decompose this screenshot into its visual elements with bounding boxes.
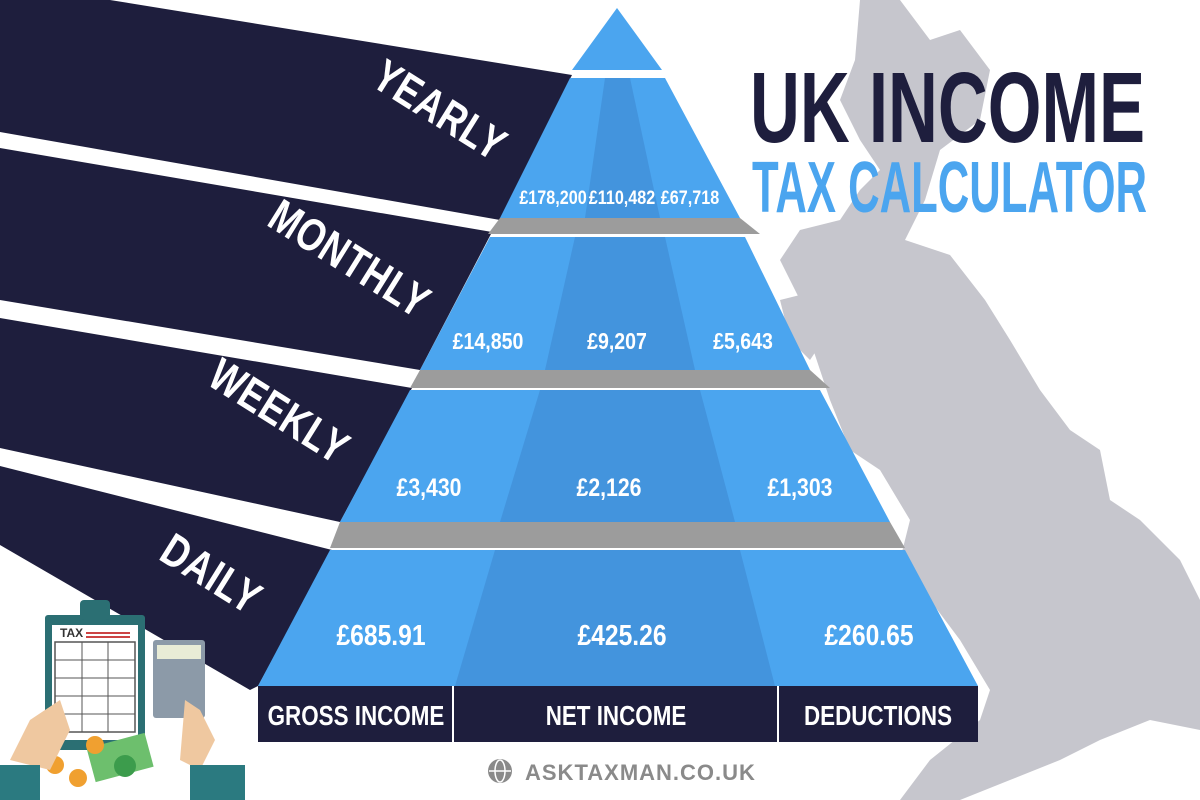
- daily-net: £425.26: [577, 620, 667, 652]
- tax-calculator-illustration: [0, 600, 245, 800]
- yearly-net: £110,482: [588, 188, 656, 209]
- column-deductions: DEDUCTIONS: [803, 700, 953, 731]
- website-link[interactable]: ASKTAXMAN.CO.UK: [525, 760, 756, 785]
- weekly-deductions: £1,303: [767, 474, 833, 502]
- tier-monthly-net: [545, 237, 695, 370]
- globe-icon: [488, 759, 512, 783]
- clipboard-label: TAX: [60, 626, 84, 640]
- monthly-net: £9,207: [587, 328, 647, 354]
- band-monthly: [0, 148, 492, 370]
- tier-weekly-net: [500, 390, 735, 522]
- column-net-income: NET INCOME: [545, 700, 687, 731]
- daily-gross: £685.91: [336, 620, 426, 652]
- monthly-deductions: £5,643: [713, 328, 773, 354]
- weekly-gross: £3,430: [396, 474, 462, 502]
- monthly-gross: £14,850: [452, 328, 524, 354]
- title-block: UK INCOME TAX CALCULATOR: [750, 52, 1147, 225]
- band-weekly: [0, 318, 412, 522]
- band-daily: [0, 466, 332, 690]
- column-gross-income: GROSS INCOME: [267, 700, 445, 731]
- title-line-2: TAX CALCULATOR: [752, 148, 1147, 225]
- tier-daily-net: [455, 550, 775, 686]
- yearly-gross: £178,200: [519, 188, 587, 209]
- weekly-net: £2,126: [576, 474, 642, 502]
- daily-deductions: £260.65: [824, 620, 914, 652]
- shelf: [330, 522, 905, 548]
- pyramid-tip: [572, 8, 662, 70]
- shelf: [410, 370, 830, 388]
- title-line-1: UK INCOME: [750, 52, 1145, 164]
- uk-map: [780, 0, 1200, 800]
- column-label-bar: [258, 686, 978, 742]
- band-yearly: [0, 0, 572, 220]
- yearly-deductions: £67,718: [660, 188, 720, 209]
- tier-yearly-net: [585, 78, 660, 218]
- shelf: [488, 218, 760, 234]
